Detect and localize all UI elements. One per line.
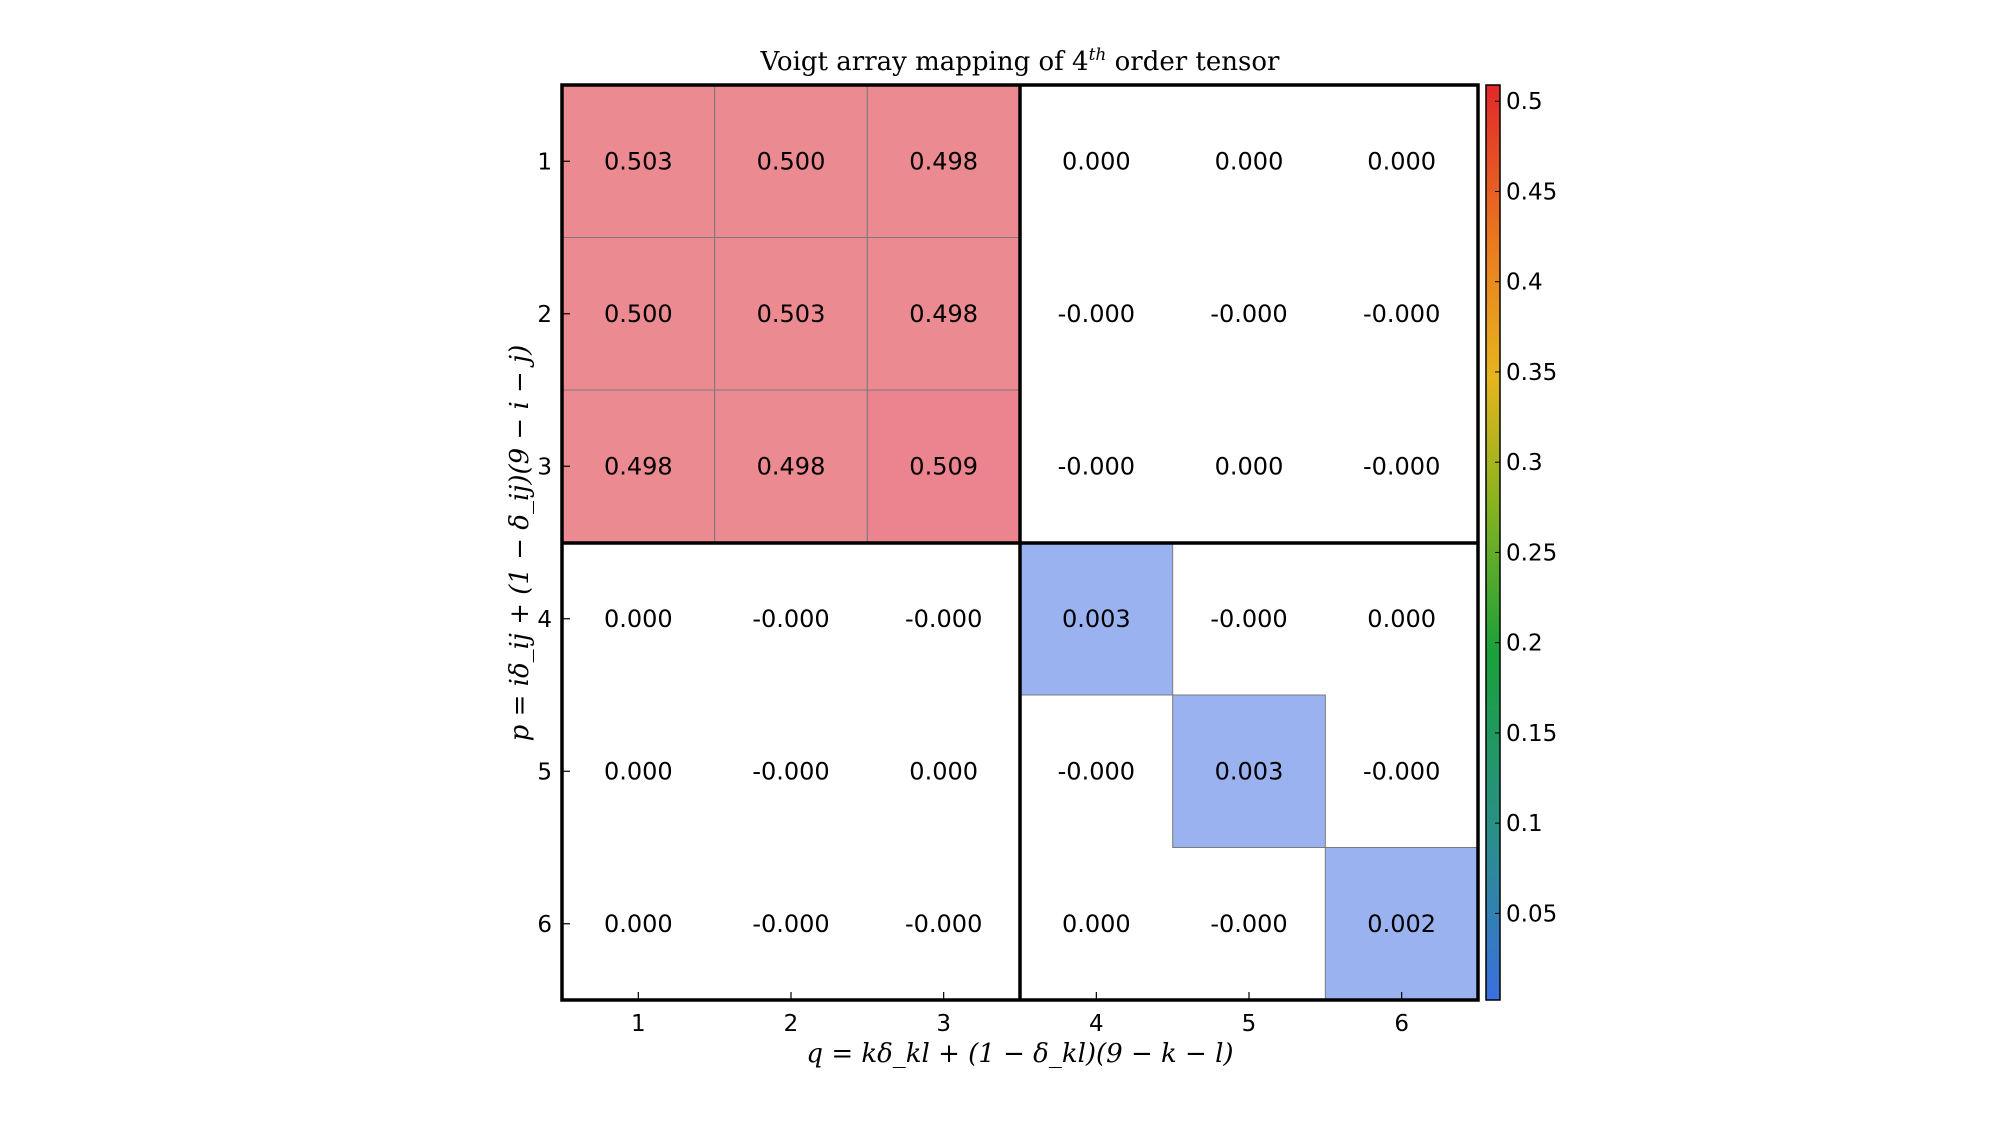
cell-label-r5-c2: -0.000 xyxy=(752,757,829,785)
cell-label-r1-c5: 0.000 xyxy=(1215,147,1284,175)
cell-label-r6-c3: -0.000 xyxy=(905,910,982,938)
colorbar-tick-label: 0.25 xyxy=(1506,540,1557,566)
heatmap-cell-r2-c1 xyxy=(561,237,716,391)
cell-label-r1-c1: 0.503 xyxy=(604,147,673,175)
colorbar-tick-label: 0.5 xyxy=(1506,89,1543,115)
cell-label-r6-c2: -0.000 xyxy=(752,910,829,938)
x-tick-label: 5 xyxy=(1242,1011,1257,1037)
cell-label-r5-c5: 0.003 xyxy=(1215,757,1284,785)
y-tick-label: 6 xyxy=(537,912,552,938)
heatmap-cell-r1-c1 xyxy=(561,84,716,238)
chart-title: Voigt array mapping of 4th order tensor xyxy=(760,45,1280,77)
heatmap-cell-r4-c4 xyxy=(1019,542,1174,696)
y-axis-label: p = iδ_ij + (1 − δ_ij)(9 − i − j) xyxy=(505,345,535,742)
heatmap-cells xyxy=(561,84,1479,1001)
heatmap-cell-labels: 0.503 0.500 0.498 0.000 0.000 0.000 0.500 0.503… xyxy=(604,147,1440,938)
colorbar-tick-label: 0.2 xyxy=(1506,631,1543,657)
cell-label-r1-c2: 0.500 xyxy=(757,147,826,175)
cell-label-r5-c3: 0.000 xyxy=(909,757,978,785)
cell-label-r4-c3: -0.000 xyxy=(905,605,982,633)
colorbar-tick-label: 0.1 xyxy=(1506,811,1543,837)
cell-label-r1-c3: 0.498 xyxy=(909,147,978,175)
cell-label-r3-c2: 0.498 xyxy=(757,452,826,480)
colorbar-tick-label: 0.4 xyxy=(1506,270,1543,296)
x-tick-label: 3 xyxy=(936,1011,951,1037)
cell-label-r2-c1: 0.500 xyxy=(604,300,673,328)
cell-label-r1-c4: 0.000 xyxy=(1062,147,1131,175)
cell-label-r2-c3: 0.498 xyxy=(909,300,978,328)
heatmap-cell-r1-c2 xyxy=(714,84,868,238)
cell-label-r3-c6: -0.000 xyxy=(1363,452,1440,480)
colorbar-tick-label: 0.05 xyxy=(1506,901,1557,927)
colorbar-tick-label: 0.45 xyxy=(1506,179,1557,205)
plot-frame xyxy=(560,83,1480,1002)
cell-label-r3-c4: -0.000 xyxy=(1058,452,1135,480)
heatmap-cell-r3-c1 xyxy=(561,389,716,543)
cell-label-r4-c5: -0.000 xyxy=(1210,605,1287,633)
colorbar-tick-label: 0.35 xyxy=(1506,360,1557,386)
cell-label-r6-c1: 0.000 xyxy=(604,910,673,938)
cell-label-r2-c5: -0.000 xyxy=(1210,300,1287,328)
axis-ticks: 1 2 3 4 5 6 1 2 3 4 5 6 xyxy=(537,149,1409,1037)
colorbar-tick-label: 0.15 xyxy=(1506,721,1557,747)
y-tick-label: 1 xyxy=(537,149,552,175)
cell-label-r6-c6: 0.002 xyxy=(1367,910,1436,938)
x-tick-label: 4 xyxy=(1089,1011,1104,1037)
chart-title-superscript: th xyxy=(1089,45,1107,65)
cell-label-r4-c6: 0.000 xyxy=(1367,605,1436,633)
chart-title-suffix: order tensor xyxy=(1106,47,1280,77)
heatmap-cell-r6-c6 xyxy=(1324,847,1479,1001)
colorbar xyxy=(1485,84,1501,1001)
x-tick-label: 2 xyxy=(784,1011,799,1037)
y-tick-label: 2 xyxy=(537,302,552,328)
colorbar-ticks: 0.5 0.45 0.4 0.35 0.3 0.25 0.2 0.15 0.1 0.05 xyxy=(1495,89,1557,927)
heatmap-cell-r3-c2 xyxy=(714,389,868,543)
cell-label-r4-c4: 0.003 xyxy=(1062,605,1131,633)
cell-label-r6-c4: 0.000 xyxy=(1062,910,1131,938)
heatmap-cell-r2-c2 xyxy=(714,237,868,391)
cell-label-r3-c1: 0.498 xyxy=(604,452,673,480)
y-tick-label: 3 xyxy=(537,454,552,480)
x-tick-label: 6 xyxy=(1394,1011,1409,1037)
colorbar-tick-label: 0.3 xyxy=(1506,450,1543,476)
cell-label-r6-c5: -0.000 xyxy=(1210,910,1287,938)
cell-label-r4-c2: -0.000 xyxy=(752,605,829,633)
cell-label-r3-c5: 0.000 xyxy=(1215,452,1284,480)
cell-label-r4-c1: 0.000 xyxy=(604,605,673,633)
cell-label-r2-c2: 0.503 xyxy=(757,300,826,328)
x-axis-label: q = kδ_kl + (1 − δ_kl)(9 − k − l) xyxy=(806,1039,1233,1069)
cell-label-r5-c6: -0.000 xyxy=(1363,757,1440,785)
y-tick-label: 4 xyxy=(537,607,552,633)
heatmap-cell-r2-c3 xyxy=(866,237,1021,391)
cell-label-r1-c6: 0.000 xyxy=(1367,147,1436,175)
heatmap-cell-r5-c5 xyxy=(1172,694,1326,848)
cell-label-r5-c4: -0.000 xyxy=(1058,757,1135,785)
y-tick-label: 5 xyxy=(537,759,552,785)
x-tick-label: 1 xyxy=(631,1011,646,1037)
cell-label-r5-c1: 0.000 xyxy=(604,757,673,785)
cell-label-r3-c3: 0.509 xyxy=(909,452,978,480)
cell-label-r2-c4: -0.000 xyxy=(1058,300,1135,328)
cell-label-r2-c6: -0.000 xyxy=(1363,300,1440,328)
